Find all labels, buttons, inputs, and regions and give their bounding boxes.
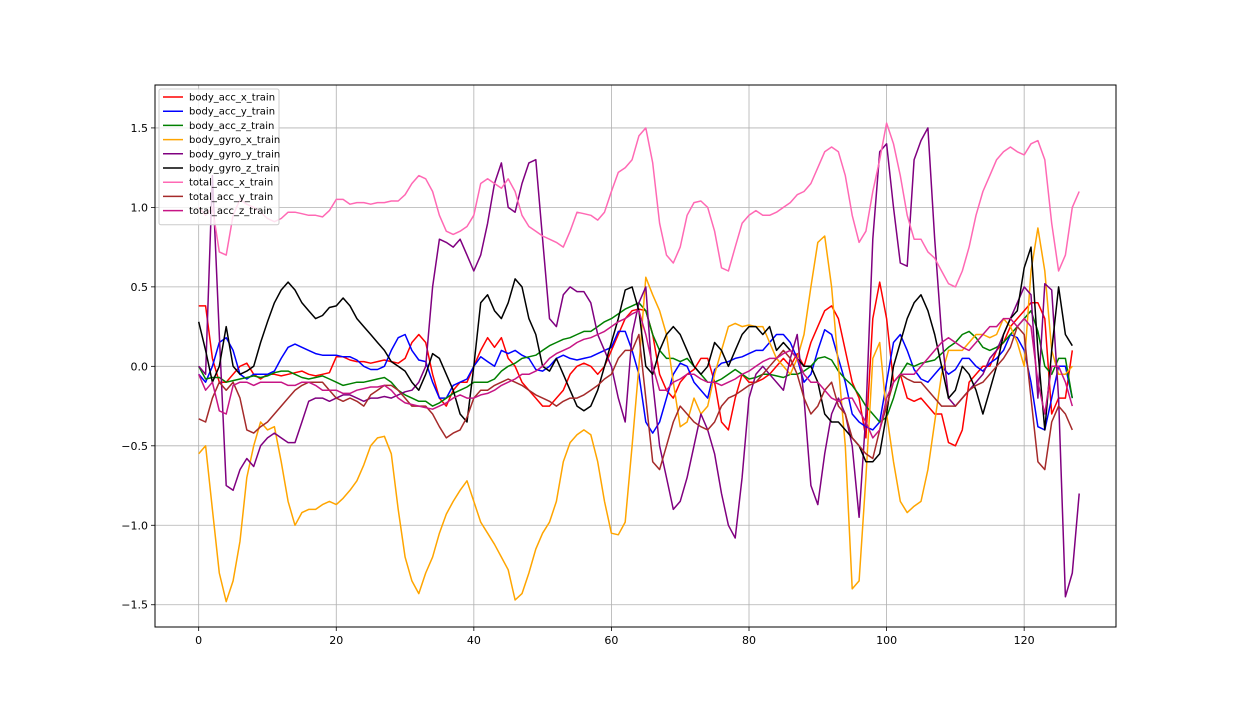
series-line-body-gyro-y-train xyxy=(198,127,1080,598)
series-line-body-acc-z-train xyxy=(198,302,1074,423)
series-line-body-gyro-z-train xyxy=(197,246,1073,463)
plot-frame xyxy=(154,84,1117,628)
x-tick-label: 100 xyxy=(876,634,897,647)
y-tick-label: 0.0 xyxy=(131,360,149,373)
legend-label: body_acc_x_train xyxy=(189,93,275,104)
legend-label: body_gyro_y_train xyxy=(189,149,280,160)
y-axis: −1.5 −1.0 −0.5 0.0 0.5 1.0 1.5 xyxy=(121,122,155,612)
legend-label: body_acc_z_train xyxy=(189,121,274,132)
series-line-total-acc-z-train xyxy=(198,309,1074,439)
legend-label: total_acc_y_train xyxy=(189,192,273,203)
y-tick-label: 1.0 xyxy=(131,201,149,214)
y-tick-label: 1.5 xyxy=(131,122,149,135)
x-tick-label: 20 xyxy=(329,634,343,647)
x-tick-label: 80 xyxy=(742,634,756,647)
y-tick-label: 0.5 xyxy=(131,281,149,294)
series-group xyxy=(197,122,1080,603)
x-tick-label: 120 xyxy=(1014,634,1035,647)
x-axis: 0 20 40 60 80 100 120 xyxy=(195,627,1035,647)
x-tick-label: 40 xyxy=(467,634,481,647)
legend-label: total_acc_z_train xyxy=(189,206,273,217)
series-line-body-acc-y-train xyxy=(198,329,1074,434)
series-line-body-gyro-x-train xyxy=(198,227,1073,603)
y-tick-label: −1.5 xyxy=(121,599,148,612)
legend-frame xyxy=(158,88,280,226)
x-tick-label: 60 xyxy=(604,634,618,647)
legend: body_acc_x_train body_acc_y_train body_acc… xyxy=(158,88,280,226)
legend-label: body_gyro_x_train xyxy=(189,135,280,146)
series-line-total-acc-x-train xyxy=(198,122,1080,288)
legend-label: body_acc_y_train xyxy=(189,107,275,118)
plot-background xyxy=(155,85,1116,627)
legend-label: body_gyro_z_train xyxy=(189,164,280,175)
series-line-total-acc-y-train xyxy=(198,325,1073,471)
legend-label: total_acc_x_train xyxy=(189,178,273,189)
y-tick-label: −0.5 xyxy=(121,440,148,453)
y-tick-label: −1.0 xyxy=(121,519,148,532)
x-tick-label: 0 xyxy=(195,634,202,647)
